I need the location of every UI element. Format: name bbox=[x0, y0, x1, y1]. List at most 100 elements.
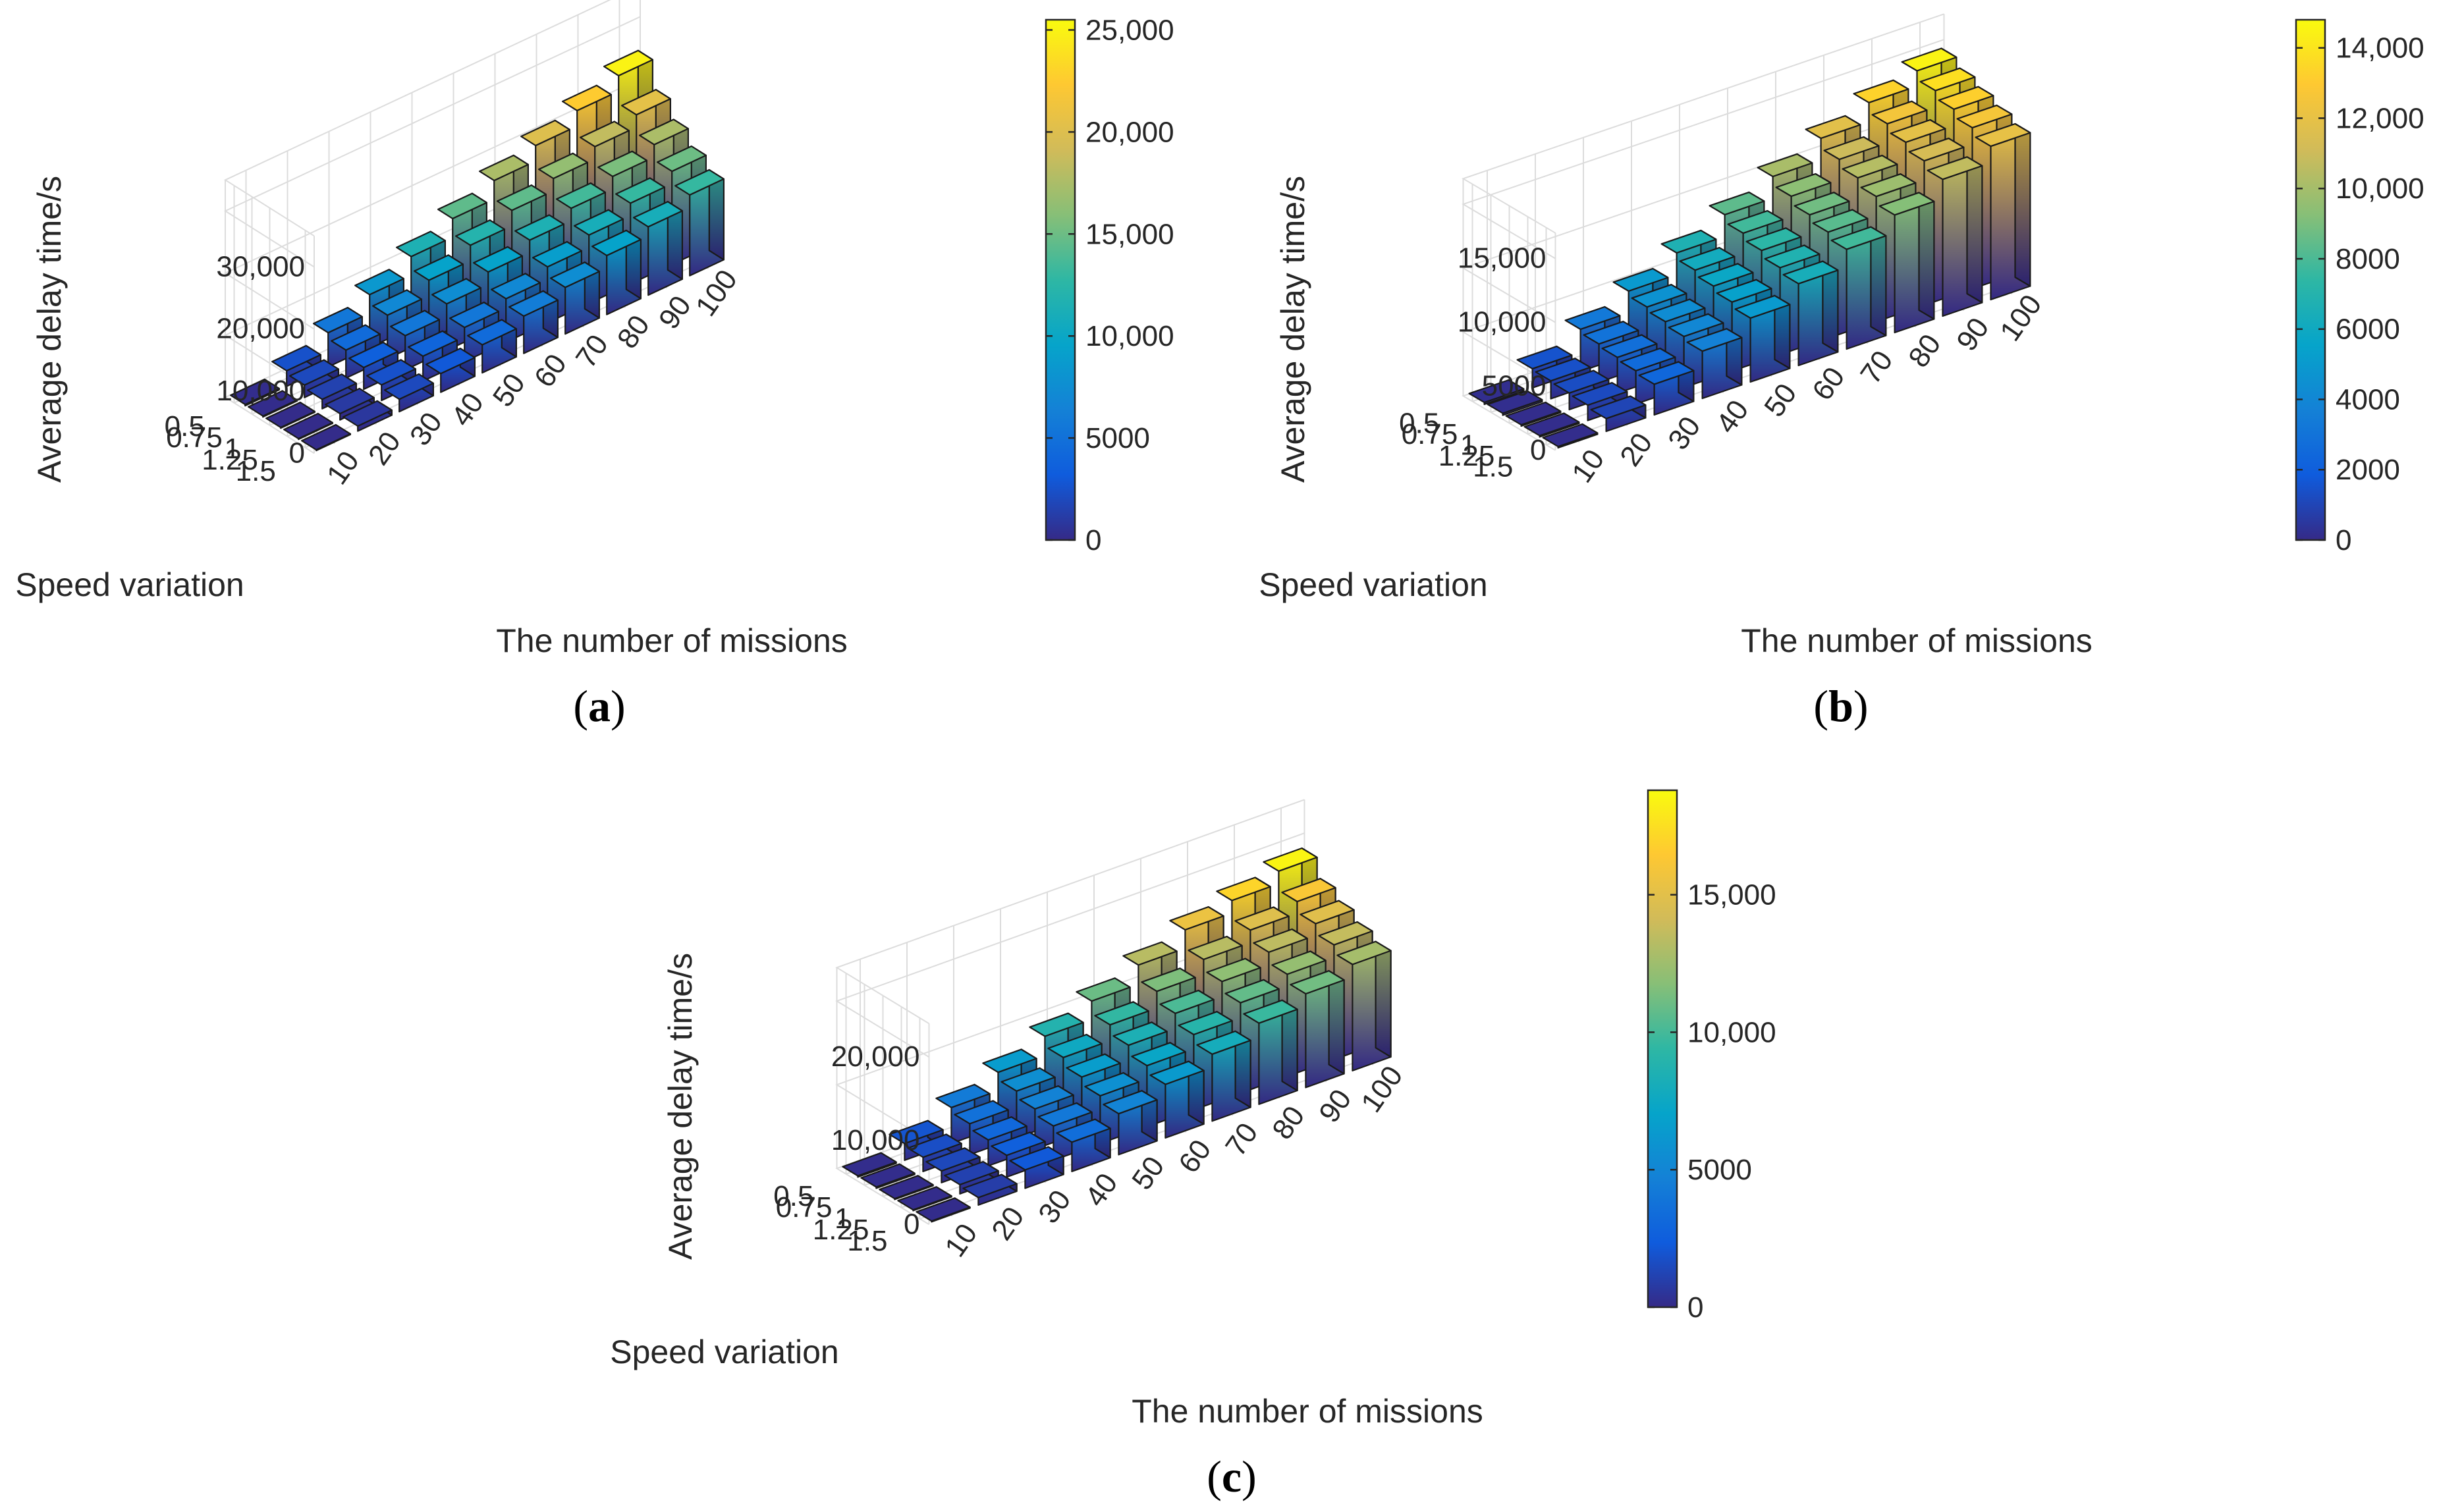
bar-top-face bbox=[437, 192, 488, 219]
bar-10-1 bbox=[879, 1175, 934, 1201]
bar-top-face bbox=[1901, 47, 1958, 72]
x-tick-label: 30 bbox=[404, 406, 449, 451]
bar-top-face bbox=[425, 347, 476, 375]
bar-top-face bbox=[1890, 119, 1946, 144]
colorbar-tick-label: 0 bbox=[1085, 524, 1101, 556]
bar-top-face bbox=[1169, 905, 1224, 931]
bar-80-1.5 bbox=[1243, 999, 1298, 1106]
bar-top-face bbox=[1745, 227, 1802, 252]
colorbar-tick-label: 2000 bbox=[2336, 454, 2400, 486]
x-tick-label: 100 bbox=[1994, 289, 2048, 347]
bar-top-face bbox=[1188, 935, 1243, 961]
bar-top-face bbox=[283, 412, 333, 440]
bars bbox=[230, 49, 725, 452]
bar-100-1.5 bbox=[1975, 122, 2031, 301]
bar-top-face bbox=[1956, 104, 2013, 128]
bar-top-face bbox=[579, 121, 630, 148]
z-axis-title: Average delay time/s bbox=[31, 176, 68, 483]
bar-top-face bbox=[478, 154, 530, 182]
bar-top-face bbox=[1112, 1021, 1168, 1046]
bar-top-face bbox=[1775, 173, 1832, 198]
bar-top-face bbox=[842, 1152, 897, 1177]
bar-top-face bbox=[383, 373, 435, 400]
colorbar-gradient bbox=[1046, 20, 1075, 540]
y-axis-title: Speed variation bbox=[1259, 566, 1487, 603]
z-tick-label: 10,000 bbox=[831, 1124, 920, 1156]
bar-top-face bbox=[860, 1163, 916, 1188]
bar-top-face bbox=[1009, 1146, 1064, 1171]
colorbar: 0 5000 10,000 15,000 20,000 25,000 bbox=[1045, 14, 1174, 556]
bar-top-face bbox=[1601, 334, 1658, 358]
bar-top-face bbox=[1178, 1011, 1233, 1036]
bar-top-face bbox=[1019, 1085, 1074, 1110]
y-tick-label: 0.75 bbox=[1402, 418, 1458, 450]
colorbar-tick-label: 25,000 bbox=[1085, 14, 1174, 46]
bar-top-face bbox=[1794, 192, 1850, 216]
bar-top-face bbox=[889, 1120, 944, 1145]
bar-top-face bbox=[991, 1131, 1046, 1156]
y-tick-label: 0.75 bbox=[166, 421, 223, 454]
y-tick-label: 1.5 bbox=[847, 1225, 887, 1257]
bar-top-face bbox=[371, 289, 423, 316]
bar-top-face bbox=[549, 261, 601, 288]
x-tick-label: 10 bbox=[321, 445, 366, 490]
bar-top-face bbox=[1660, 229, 1717, 254]
y-ticks: 0.50.75 11.251.5 bbox=[165, 410, 276, 487]
bar-10-1.5 bbox=[916, 1197, 971, 1223]
bar-top-face bbox=[561, 84, 613, 111]
chart-panel-a: 010,00020,00030,000102030405060708090100… bbox=[15, 0, 1174, 731]
x-tick-label: 50 bbox=[1126, 1150, 1170, 1195]
bar-10-0.75 bbox=[248, 390, 298, 418]
bars bbox=[1468, 47, 2031, 449]
y-tick-label: 0.5 bbox=[1399, 407, 1439, 439]
bar-70-1.5 bbox=[1830, 226, 1887, 350]
bar-90-1.5 bbox=[632, 201, 684, 296]
bar-20-1.5 bbox=[1590, 395, 1647, 433]
bar-top-face bbox=[674, 169, 725, 196]
colorbar: 0 2000 4000 6000 8000 10,000 12,000 14,000 bbox=[2295, 18, 2424, 556]
bar-top-face bbox=[413, 254, 464, 281]
y-tick-label: 1.5 bbox=[236, 455, 276, 487]
bar-top-face bbox=[1734, 294, 1791, 319]
z-tick-label: 10,000 bbox=[1458, 306, 1547, 338]
z-axis-title: Average delay time/s bbox=[662, 953, 699, 1260]
bar-20-1.5 bbox=[342, 400, 393, 432]
x-tick-label: 60 bbox=[1172, 1134, 1217, 1179]
panel-letter: a bbox=[588, 681, 611, 731]
bar-top-face bbox=[1487, 390, 1543, 414]
bar-top-face bbox=[879, 1175, 934, 1200]
bar-top-face bbox=[1583, 321, 1639, 345]
bar-side-face bbox=[1918, 192, 1935, 320]
bar-top-face bbox=[520, 119, 571, 147]
bar-70-1.5 bbox=[549, 261, 601, 335]
bar-50-1.5 bbox=[1734, 294, 1791, 383]
bar-top-face bbox=[1056, 1118, 1111, 1143]
bar-top-face bbox=[597, 150, 648, 177]
bar-top-face bbox=[1709, 191, 1765, 216]
bar-40-1.5 bbox=[425, 347, 476, 393]
bar-top-face bbox=[1927, 156, 1983, 180]
z-axis-title: Average delay time/s bbox=[1274, 176, 1311, 483]
bar-top-face bbox=[1553, 369, 1610, 394]
bar-top-face bbox=[638, 119, 690, 146]
bar-top-face bbox=[615, 177, 666, 204]
bar-80-1.5 bbox=[1878, 192, 1935, 334]
x-tick-label: 10 bbox=[939, 1218, 983, 1262]
x-tick-label: 30 bbox=[1032, 1184, 1077, 1229]
colorbar-tick-label: 8000 bbox=[2336, 243, 2400, 275]
bar-top-face bbox=[1727, 210, 1784, 234]
y-tick-label: 1.5 bbox=[1473, 450, 1513, 483]
bar-top-face bbox=[1590, 395, 1647, 419]
bar-top-face bbox=[248, 390, 298, 417]
bar-top-face bbox=[348, 341, 399, 369]
bar-side-face bbox=[2014, 122, 2031, 287]
bar-top-face bbox=[1076, 977, 1131, 1002]
x-tick-label: 70 bbox=[570, 329, 615, 373]
y-tick-label: 0.5 bbox=[165, 410, 205, 443]
bar-100-1.5 bbox=[674, 169, 725, 277]
bar-top-face bbox=[632, 201, 684, 228]
bar-top-face bbox=[1300, 900, 1355, 925]
y-ticks: 0.50.75 11.251.5 bbox=[1399, 407, 1513, 483]
